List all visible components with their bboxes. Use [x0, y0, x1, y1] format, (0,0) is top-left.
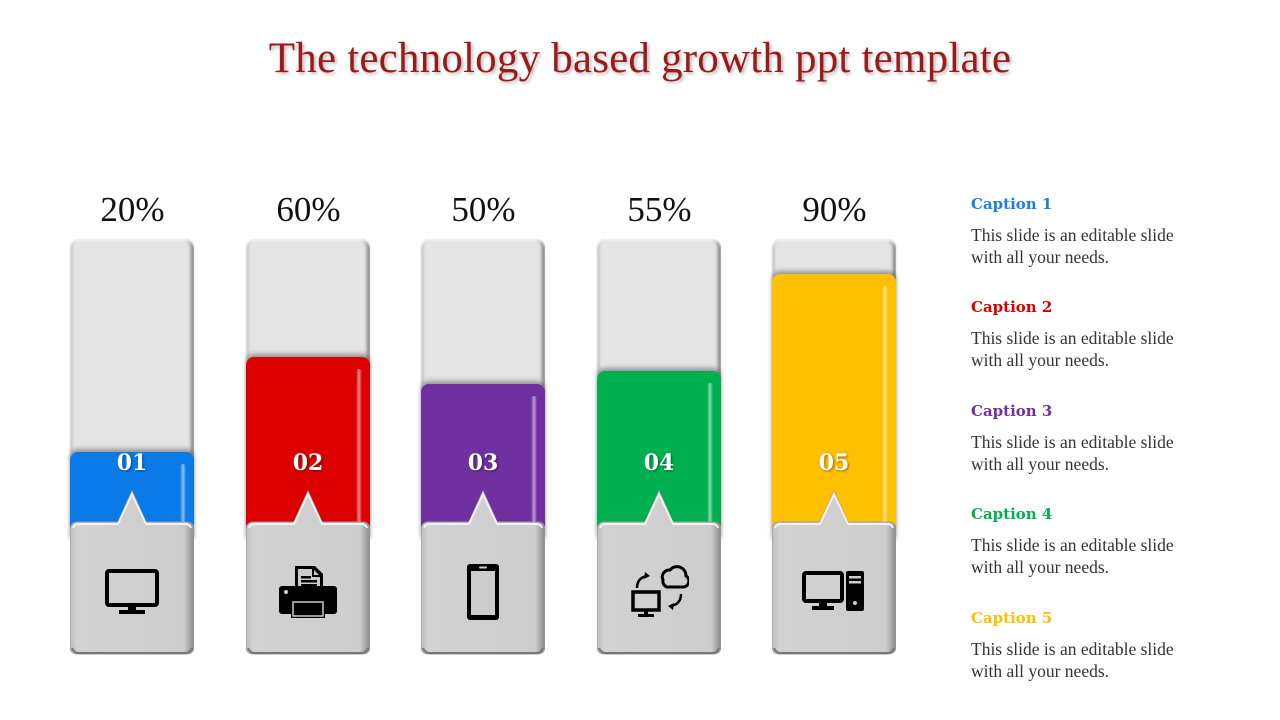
bar-column: 90% 05	[772, 0, 897, 720]
desktop-computer-icon	[802, 560, 866, 624]
bar-number-label: 01	[116, 450, 148, 476]
bar-column: 20% 01	[70, 0, 195, 720]
bar-number-label: 02	[292, 450, 324, 476]
bar-column: 55% 04	[597, 0, 722, 720]
bar-value-label: 90%	[802, 190, 867, 229]
caption-text: This slide is an editable slide with all…	[971, 225, 1174, 267]
caption-title: Caption 1	[971, 195, 1053, 213]
bar-value-label: 50%	[451, 190, 516, 229]
icon-base-callout	[246, 488, 370, 655]
printer-icon	[276, 560, 340, 624]
bar-value-label: 20%	[100, 190, 165, 229]
icon-base-callout	[70, 488, 194, 655]
caption-item: Caption 5 This slide is an editable slid…	[971, 608, 1251, 682]
caption-text: This slide is an editable slide with all…	[971, 432, 1174, 474]
bar-column: 60% 02	[246, 0, 371, 720]
bar-highlight	[707, 383, 713, 522]
bar-value-label: 55%	[627, 190, 692, 229]
caption-item: Caption 4 This slide is an editable slid…	[971, 504, 1251, 578]
bar-number-label: 05	[818, 450, 850, 476]
monitor-icon	[100, 560, 164, 624]
caption-title: Caption 2	[971, 298, 1053, 316]
icon-base-callout	[421, 488, 545, 655]
caption-text: This slide is an editable slide with all…	[971, 535, 1174, 577]
bar-highlight	[882, 286, 888, 522]
caption-item: Caption 2 This slide is an editable slid…	[971, 297, 1251, 371]
caption-item: Caption 1 This slide is an editable slid…	[971, 194, 1251, 268]
caption-title: Caption 5	[971, 609, 1053, 627]
slide-title: The technology based growth ppt template	[268, 35, 1012, 82]
caption-text: This slide is an editable slide with all…	[971, 639, 1174, 681]
caption-title: Caption 4	[971, 505, 1053, 523]
bar-column: 50% 03	[421, 0, 546, 720]
bar-highlight	[356, 369, 362, 522]
bar-value-label: 60%	[276, 190, 341, 229]
smartphone-icon	[451, 560, 515, 624]
bar-number-label: 03	[467, 450, 499, 476]
icon-base-callout	[597, 488, 721, 655]
icon-base-callout	[772, 488, 896, 655]
bar-highlight	[180, 464, 186, 522]
caption-text: This slide is an editable slide with all…	[971, 328, 1174, 370]
cloud-sync-computer-icon	[627, 560, 691, 624]
caption-item: Caption 3 This slide is an editable slid…	[971, 401, 1251, 475]
caption-title: Caption 3	[971, 402, 1053, 420]
bar-number-label: 04	[643, 450, 675, 476]
bar-highlight	[531, 396, 537, 522]
